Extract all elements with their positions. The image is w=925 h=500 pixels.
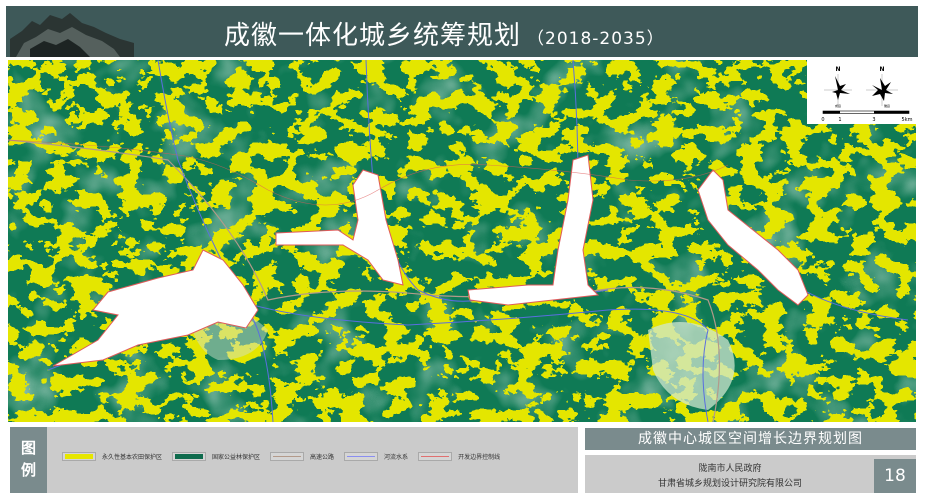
scale-bar: 0 1 3 5km bbox=[821, 110, 913, 123]
development-boundary-line bbox=[8, 139, 729, 206]
legend-swatch bbox=[172, 452, 207, 461]
scale-tick: 1 bbox=[838, 117, 841, 123]
light-terrain-patch bbox=[648, 322, 735, 410]
page-title: 成徽一体化城乡统筹规划 （2018-2035） bbox=[224, 15, 665, 52]
urban-area-chengxian bbox=[52, 249, 259, 367]
wind-rose-icon bbox=[866, 74, 898, 106]
north-label: N bbox=[835, 66, 840, 73]
legend-label: 国家公益林保护区 bbox=[212, 454, 261, 461]
compass-and-scale: N N 成县 徽县 0 1 3 5km bbox=[807, 60, 916, 124]
legend-item: 高速公路 bbox=[270, 452, 334, 461]
legend-heading-char: 图 bbox=[20, 439, 36, 457]
wind-rose-icon bbox=[824, 74, 852, 106]
legend-item: 永久性基本农田保护区 bbox=[62, 452, 162, 461]
footer: 陇南市人民政府 甘肃省城乡规划设计研究院有限公司 18 bbox=[585, 455, 916, 493]
scale-tick: 0 bbox=[821, 117, 824, 123]
title-years: （2018-2035） bbox=[527, 29, 665, 49]
org-institute: 甘肃省城乡规划设计研究院有限公司 bbox=[657, 479, 802, 489]
urban-area-middle bbox=[275, 169, 404, 286]
compass-label-left: 成县 bbox=[835, 103, 841, 108]
legend: 图 例 永久性基本农田保护区 国家公益林保护区 高速公路 河流水系 开发边界控制线 bbox=[10, 427, 578, 493]
legend-heading: 图 例 bbox=[10, 427, 47, 493]
legend-item: 河流水系 bbox=[344, 452, 408, 461]
legend-item: 开发边界控制线 bbox=[418, 452, 500, 461]
legend-label: 河流水系 bbox=[384, 454, 409, 461]
legend-heading-char: 例 bbox=[20, 461, 36, 479]
compass-label-right: 徽县 bbox=[884, 103, 890, 108]
header: 成徽一体化城乡统筹规划 （2018-2035） bbox=[6, 6, 918, 57]
north-label: N bbox=[879, 66, 884, 73]
scale-tick: 3 bbox=[872, 117, 875, 123]
planning-map[interactable] bbox=[8, 60, 916, 422]
org-government: 陇南市人民政府 bbox=[698, 464, 762, 474]
legend-swatch bbox=[418, 452, 453, 461]
legend-label: 高速公路 bbox=[310, 454, 335, 461]
scale-tick: 5km bbox=[902, 117, 913, 123]
legend-swatch bbox=[62, 452, 96, 461]
legend-item: 国家公益林保护区 bbox=[172, 452, 260, 461]
legend-items: 永久性基本农田保护区 国家公益林保护区 高速公路 河流水系 开发边界控制线 bbox=[62, 452, 510, 461]
highway-line bbox=[8, 139, 721, 422]
legend-label: 永久性基本农田保护区 bbox=[102, 454, 163, 461]
mountain-painting-image bbox=[10, 9, 142, 57]
page-number: 18 bbox=[874, 459, 916, 493]
urban-area-huixian bbox=[697, 169, 809, 306]
legend-swatch bbox=[344, 452, 379, 461]
urban-areas bbox=[52, 154, 809, 367]
river-line bbox=[157, 60, 274, 422]
farmland-area bbox=[8, 60, 916, 422]
legend-label: 开发边界控制线 bbox=[458, 454, 501, 461]
title-text: 成徽一体化城乡统筹规划 bbox=[224, 21, 522, 51]
legend-swatch bbox=[270, 452, 305, 461]
urban-area-center bbox=[467, 154, 600, 306]
map-subtitle: 成徽中心城区空间增长边界规划图 bbox=[585, 428, 916, 450]
